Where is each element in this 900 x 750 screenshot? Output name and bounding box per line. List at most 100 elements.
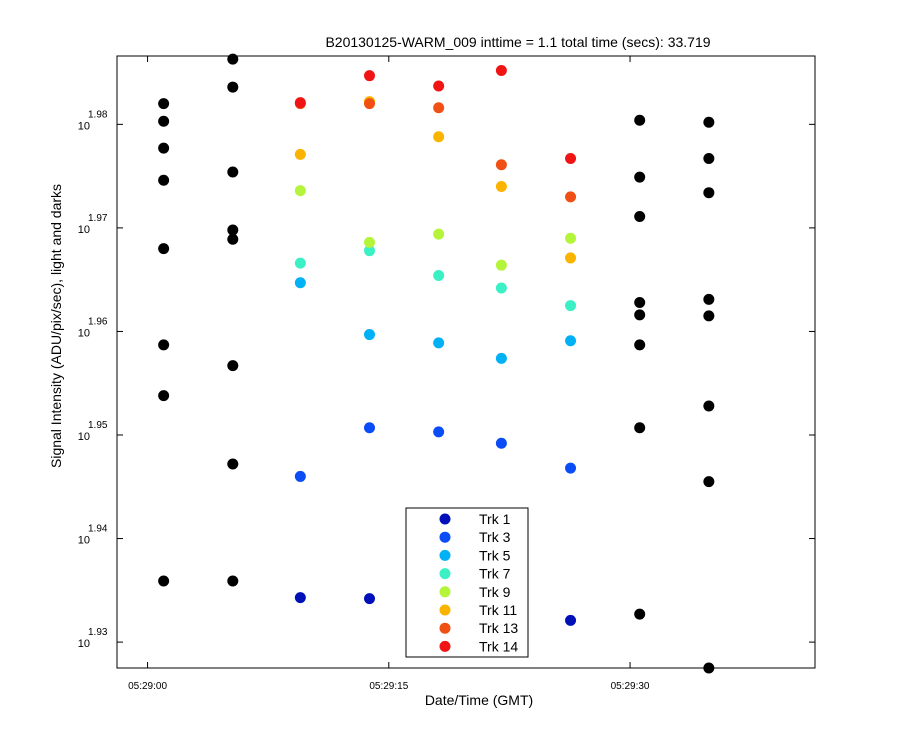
data-point [294,148,306,160]
data-point [703,310,715,322]
data-point [158,115,170,127]
data-point [158,339,170,351]
data-point [364,98,376,110]
legend-label: Trk 3 [479,529,511,545]
data-point [703,187,715,199]
y-tick-label-exponent: 1.93 [88,627,108,638]
data-point [433,131,445,143]
legend-marker [439,568,451,580]
x-tick-label: 05:29:30 [611,681,650,692]
legend-label: Trk 14 [479,638,518,654]
legend-label: Trk 7 [479,566,511,582]
data-point [565,614,577,626]
data-point [634,171,646,183]
data-point [565,191,577,203]
data-point [158,243,170,255]
data-point [495,282,507,294]
data-point [634,422,646,434]
data-point [565,252,577,264]
y-tick-label-exponent: 1.94 [88,524,108,535]
data-point [294,257,306,269]
data-point [227,233,239,245]
data-point [565,232,577,244]
data-point [634,339,646,351]
data-point [565,300,577,312]
data-point [364,329,376,341]
data-point [495,352,507,364]
data-point [703,476,715,488]
data-point [634,309,646,321]
legend-marker [439,513,451,525]
data-point [364,70,376,82]
legend-marker [439,604,451,616]
legend-marker [439,640,451,652]
data-point [294,185,306,197]
legend-marker [439,549,451,561]
data-point [294,592,306,604]
data-point [703,153,715,165]
data-point [433,270,445,282]
legend-label: Trk 11 [479,602,517,618]
legend-label: Trk 5 [479,547,511,563]
data-point [703,293,715,305]
y-tick-label-base: 10 [78,327,90,339]
chart-title: B20130125-WARM_009 inttime = 1.1 total t… [325,34,710,50]
data-point [227,166,239,178]
legend-box [405,507,529,658]
data-point [158,174,170,186]
data-point [433,337,445,349]
data-point [634,114,646,126]
data-point [703,116,715,128]
x-tick-label: 05:29:15 [369,681,408,692]
data-point [495,259,507,271]
data-point [364,245,376,257]
x-axis-ticks: 05:29:00 05:29:15 05:29:30 [128,56,650,692]
data-point [294,277,306,289]
data-point [565,462,577,474]
data-point [634,211,646,223]
legend-label: Trk 1 [479,511,511,527]
data-point [227,81,239,93]
data-point [158,390,170,402]
data-point [495,159,507,171]
legend: Trk 1 Trk 3 Trk 5 Trk 7 Trk 9 Trk 11 Trk 13 Trk… [405,507,529,658]
data-point [227,224,239,236]
data-point [294,470,306,482]
y-tick-label-exponent: 1.97 [88,213,108,224]
data-point [227,53,239,65]
data-point [364,236,376,248]
y-tick-label-base: 10 [78,120,90,132]
data-point [495,64,507,76]
legend-label: Trk 13 [479,620,518,636]
y-tick-label-exponent: 1.96 [88,316,108,327]
data-point [433,80,445,92]
data-point [703,400,715,412]
data-point [495,437,507,449]
data-point [364,422,376,434]
y-tick-label-base: 10 [78,638,90,650]
legend-marker [439,531,451,543]
y-tick-label-base: 10 [78,224,90,236]
data-point [634,608,646,620]
legend-label: Trk 9 [479,584,511,600]
data-point [433,426,445,438]
data-point [294,97,306,109]
data-point [634,296,646,308]
data-point [158,142,170,154]
y-tick-label-base: 10 [78,431,90,443]
y-tick-label-exponent: 1.95 [88,420,108,431]
data-point [158,98,170,110]
data-point [703,662,715,674]
data-point [227,458,239,470]
data-point [565,153,577,165]
data-point [227,360,239,372]
data-point [433,102,445,114]
x-axis-label: Date/Time (GMT) [425,692,533,708]
data-point [364,593,376,605]
data-point [227,575,239,587]
legend-marker [439,622,451,634]
y-axis-label: Signal Intensity (ADU/pix/sec), light an… [48,184,64,468]
legend-marker [439,586,451,598]
